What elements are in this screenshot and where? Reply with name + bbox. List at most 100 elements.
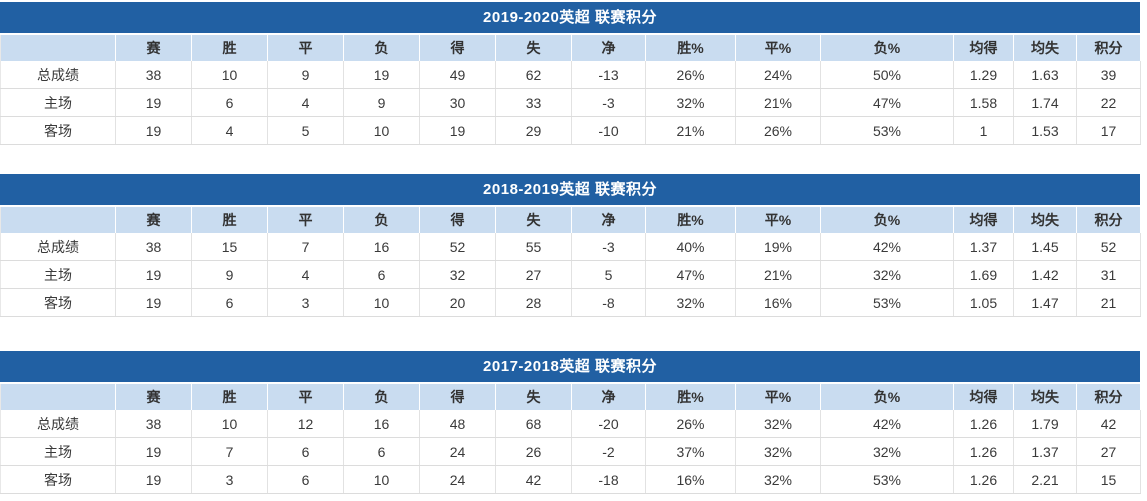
header-row: 赛胜平负得失净胜% 平% 负% 均得 均失 积分 — [0, 384, 1141, 410]
stat-goals-against: 26 — [495, 437, 572, 466]
column-header: 平% — [735, 35, 821, 61]
stat-goal-diff: -13 — [571, 61, 646, 89]
stat-wins: 3 — [191, 465, 268, 494]
table-row: 客场 19 4 5 10 19 29 -10 21% 26% 53% 1 1.53 17 — [0, 116, 1141, 145]
stat-draw-pct: 19% — [735, 233, 821, 261]
stat-goal-diff: -20 — [571, 410, 646, 438]
season-table-2019-2020: 2019-2020英超 联赛积分 赛胜平负得失净胜% 平% 负% 均得 均失 积分 总成绩 3… — [0, 2, 1141, 145]
column-header: 积分 — [1076, 207, 1141, 233]
stat-losses: 9 — [343, 88, 420, 117]
stat-avg-against: 1.79 — [1013, 410, 1077, 438]
stat-goals-against: 27 — [495, 260, 572, 289]
stat-avg-for: 1 — [953, 116, 1014, 145]
column-header: 负 — [343, 384, 420, 410]
stat-wins: 7 — [191, 437, 268, 466]
corner-header-cell — [0, 35, 116, 61]
stat-draws: 12 — [267, 410, 344, 438]
stat-played: 19 — [115, 288, 192, 317]
stat-played: 19 — [115, 465, 192, 494]
stat-win-pct: 40% — [645, 233, 736, 261]
season-table-2017-2018: 2017-2018英超 联赛积分 赛胜平负得失净胜% 平% 负% 均得 均失 积分 总成绩 3… — [0, 351, 1141, 494]
column-header: 均得 — [953, 207, 1014, 233]
stat-goals-for: 24 — [419, 465, 496, 494]
column-header: 负% — [820, 384, 954, 410]
table-row: 主场 19 9 4 6 32 27 5 47% 21% 32% 1.69 1.42 31 — [0, 260, 1141, 289]
stat-avg-for: 1.26 — [953, 437, 1014, 466]
stat-loss-pct: 53% — [820, 465, 954, 494]
stat-goals-for: 19 — [419, 116, 496, 145]
column-header: 积分 — [1076, 35, 1141, 61]
stat-goal-diff: -8 — [571, 288, 646, 317]
table-row: 总成绩 38 15 7 16 52 55 -3 40% 19% 42% 1.37 1.45 52 — [0, 233, 1141, 261]
stat-draws: 4 — [267, 260, 344, 289]
column-header: 均得 — [953, 384, 1014, 410]
row-label: 总成绩 — [0, 61, 116, 89]
stat-win-pct: 32% — [645, 88, 736, 117]
stat-losses: 6 — [343, 437, 420, 466]
stat-wins: 6 — [191, 288, 268, 317]
column-header: 均得 — [953, 35, 1014, 61]
stat-avg-for: 1.69 — [953, 260, 1014, 289]
stat-played: 19 — [115, 116, 192, 145]
stat-goals-against: 42 — [495, 465, 572, 494]
column-header: 均失 — [1013, 35, 1077, 61]
stat-points: 27 — [1076, 437, 1141, 466]
stat-draw-pct: 16% — [735, 288, 821, 317]
stat-wins: 10 — [191, 61, 268, 89]
stat-goal-diff: -18 — [571, 465, 646, 494]
stat-losses: 10 — [343, 288, 420, 317]
stat-avg-against: 2.21 — [1013, 465, 1077, 494]
stat-losses: 10 — [343, 116, 420, 145]
stat-avg-against: 1.63 — [1013, 61, 1077, 89]
column-header: 负 — [343, 207, 420, 233]
stat-goal-diff: -3 — [571, 88, 646, 117]
column-header: 得 — [419, 35, 496, 61]
stat-draw-pct: 26% — [735, 116, 821, 145]
stat-goals-against: 62 — [495, 61, 572, 89]
stat-points: 39 — [1076, 61, 1141, 89]
column-header: 赛 — [115, 35, 192, 61]
stat-win-pct: 47% — [645, 260, 736, 289]
stat-avg-for: 1.58 — [953, 88, 1014, 117]
stat-goal-diff: -3 — [571, 233, 646, 261]
column-header: 积分 — [1076, 384, 1141, 410]
table-title: 2018-2019英超 联赛积分 — [0, 174, 1140, 205]
stat-points: 22 — [1076, 88, 1141, 117]
stat-wins: 4 — [191, 116, 268, 145]
stat-losses: 6 — [343, 260, 420, 289]
stat-avg-for: 1.26 — [953, 465, 1014, 494]
stat-avg-against: 1.37 — [1013, 437, 1077, 466]
stat-loss-pct: 53% — [820, 116, 954, 145]
stat-draws: 6 — [267, 465, 344, 494]
row-label: 主场 — [0, 88, 116, 117]
stat-played: 38 — [115, 233, 192, 261]
stat-draw-pct: 32% — [735, 410, 821, 438]
stat-played: 19 — [115, 437, 192, 466]
stat-losses: 19 — [343, 61, 420, 89]
stat-goal-diff: -2 — [571, 437, 646, 466]
row-label: 总成绩 — [0, 233, 116, 261]
corner-header-cell — [0, 207, 116, 233]
stat-draw-pct: 32% — [735, 465, 821, 494]
column-header: 胜% — [645, 384, 736, 410]
column-header: 胜 — [191, 207, 268, 233]
stats-table: 赛胜平负得失净胜% 平% 负% 均得 均失 积分 总成绩 38 15 7 16 52 55 -3 40% 19… — [0, 207, 1141, 317]
stat-goals-against: 55 — [495, 233, 572, 261]
column-header: 平 — [267, 35, 344, 61]
column-header: 负% — [820, 207, 954, 233]
column-header: 失 — [495, 35, 572, 61]
stat-win-pct: 32% — [645, 288, 736, 317]
stat-draw-pct: 32% — [735, 437, 821, 466]
column-header: 平 — [267, 384, 344, 410]
stat-goals-for: 32 — [419, 260, 496, 289]
column-header: 得 — [419, 207, 496, 233]
stat-win-pct: 26% — [645, 410, 736, 438]
column-header: 胜 — [191, 35, 268, 61]
stat-wins: 9 — [191, 260, 268, 289]
table-row: 总成绩 38 10 12 16 48 68 -20 26% 32% 42% 1.26 1.79 42 — [0, 410, 1141, 438]
stat-goals-against: 28 — [495, 288, 572, 317]
stat-wins: 6 — [191, 88, 268, 117]
stat-played: 19 — [115, 260, 192, 289]
column-header: 负 — [343, 35, 420, 61]
